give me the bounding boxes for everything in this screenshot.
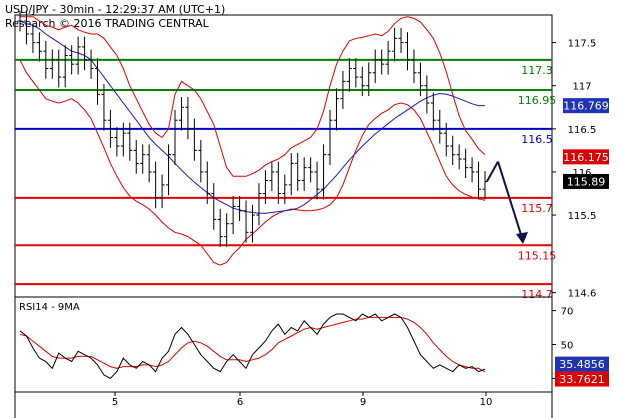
price-tag-label: 115.89 xyxy=(567,175,606,188)
rsi-tag-label: 33.7621 xyxy=(559,373,605,386)
level-label-resistance: 117.3 xyxy=(521,64,553,77)
price-tag-box xyxy=(563,173,609,189)
date-tick-label: 10 xyxy=(480,397,493,408)
chart-symbol-title: USD/JPY - 30min - 12:29:37 AM (UTC+1) xyxy=(5,3,226,16)
price-y-tick-label: 115.5 xyxy=(568,211,597,222)
rsi-line xyxy=(19,313,486,380)
rsi-tag-box xyxy=(555,371,609,387)
rsi-panel-title: RSI14 - 9MA xyxy=(19,302,80,313)
projection-arrow-down xyxy=(497,161,524,242)
projection-arrow-head xyxy=(516,231,528,244)
price-y-tick-label: 116 xyxy=(572,168,591,179)
price-tag-box xyxy=(563,149,609,165)
date-tick-label: 5 xyxy=(112,397,118,408)
rsi-y-tick-label: 50 xyxy=(561,341,574,352)
price-y-tick-label: 114.6 xyxy=(568,289,597,300)
level-label-support: 114.7 xyxy=(521,288,553,301)
level-label-resistance: 116.95 xyxy=(518,94,557,107)
price-y-tick-label: 116.5 xyxy=(568,125,597,136)
price-y-tick-label: 117 xyxy=(572,82,591,93)
rsi-tag-label: 35.4856 xyxy=(559,358,605,371)
price-tag-box xyxy=(563,98,609,114)
price-tag-label: 116.175 xyxy=(563,151,609,164)
price-panel: 117.5 117 116.5 116 115.5 114.6 117.3 116.95 116… xyxy=(14,10,609,301)
date-axis: 5 6 9 10 xyxy=(14,392,553,418)
level-label-support: 115.7 xyxy=(521,202,553,215)
bollinger-upper-band xyxy=(20,16,486,177)
rsi-y-tick-label: 70 xyxy=(561,307,574,318)
price-tag-label: 116.769 xyxy=(563,100,609,113)
chart-copyright: Research © 2016 TRADING CENTRAL xyxy=(5,17,209,30)
level-label-pivot: 116.5 xyxy=(521,133,553,146)
rsi-ma-line xyxy=(19,316,486,373)
projection-arrow-up xyxy=(486,161,499,182)
price-y-tick-label: 117.5 xyxy=(568,39,597,50)
date-tick-label: 6 xyxy=(237,397,243,408)
rsi-tag-box xyxy=(555,356,609,372)
rsi-plot-frame xyxy=(14,296,553,393)
date-tick-label: 9 xyxy=(360,397,366,408)
level-label-support: 115.15 xyxy=(518,249,557,262)
